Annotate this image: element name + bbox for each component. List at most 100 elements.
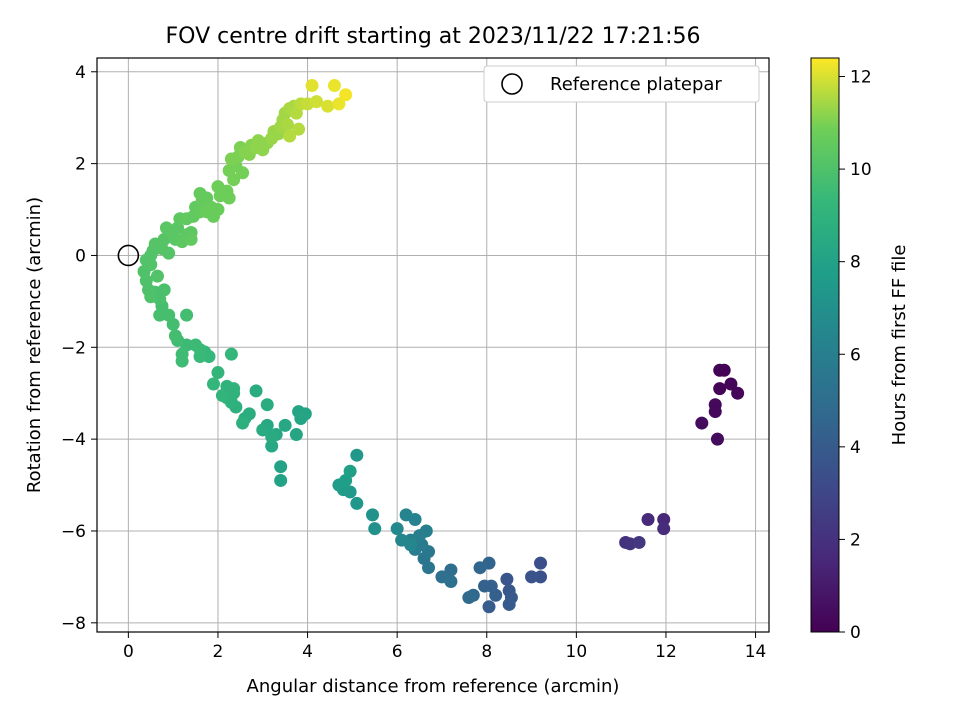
data-point (350, 496, 364, 510)
data-point (249, 384, 263, 398)
data-point (265, 439, 279, 453)
data-point (162, 308, 176, 322)
colorbar-tick-label: 12 (850, 68, 872, 88)
data-point (274, 473, 288, 487)
x-tick-label: 0 (123, 642, 134, 662)
data-point (162, 246, 176, 260)
data-point (444, 574, 458, 588)
y-tick-label: −4 (61, 430, 86, 450)
data-point (695, 416, 709, 430)
data-point (366, 508, 380, 522)
y-axis-ticks: −8 −6 −4 −2 0 2 4 (61, 63, 97, 634)
data-point (150, 269, 164, 283)
colorbar-label: Hours from first FF file (889, 245, 910, 446)
data-point (144, 258, 158, 272)
data-point (710, 432, 724, 446)
data-point (502, 597, 516, 611)
data-point (283, 129, 297, 143)
colorbar-tick-label: 8 (850, 253, 861, 273)
data-point (500, 572, 514, 586)
plot-frame (96, 57, 770, 633)
data-point (343, 464, 357, 478)
data-point (717, 363, 731, 377)
data-point (227, 382, 241, 396)
y-tick-label: −8 (61, 614, 86, 634)
reference-platepar-point (117, 244, 140, 267)
data-point (289, 428, 303, 442)
data-point (657, 522, 671, 536)
data-point (206, 377, 220, 391)
colorbar-tick-label: 10 (850, 160, 872, 180)
data-point (390, 522, 404, 536)
y-tick-label: −6 (61, 522, 86, 542)
data-point (236, 166, 250, 180)
data-point (462, 591, 476, 605)
colorbar-tick-label: 2 (850, 530, 861, 550)
colorbar-tick-label: 4 (850, 438, 861, 458)
data-point (321, 99, 335, 113)
y-tick-label: −2 (61, 338, 86, 358)
colorbar-tick-label: 0 (850, 623, 861, 643)
colorbar-tick-label: 6 (850, 345, 861, 365)
data-point (708, 405, 722, 419)
data-point (310, 95, 324, 109)
data-point (180, 308, 194, 322)
y-axis-label: Rotation from reference (arcmin) (24, 197, 45, 493)
data-point (305, 79, 319, 93)
data-point (478, 579, 492, 593)
data-points (137, 79, 745, 614)
data-point (236, 416, 250, 430)
chart-title: FOV centre drift starting at 2023/11/22 … (166, 24, 701, 49)
data-point (292, 122, 306, 136)
legend-reference-marker-icon (501, 73, 523, 95)
data-point (278, 418, 292, 432)
data-point (632, 535, 646, 549)
data-point (724, 377, 738, 391)
legend-box (483, 65, 760, 103)
data-point (294, 411, 308, 425)
reference-marker (117, 244, 140, 267)
x-axis-ticks: 0 2 4 6 8 10 12 14 (123, 632, 766, 662)
data-point (224, 347, 238, 361)
data-point (265, 430, 279, 444)
data-point (350, 448, 364, 462)
data-point (332, 97, 346, 111)
x-tick-label: 14 (745, 642, 767, 662)
data-point (641, 512, 655, 526)
data-point (395, 533, 409, 547)
data-point (444, 563, 458, 577)
data-point (339, 88, 353, 102)
x-tick-label: 2 (213, 642, 224, 662)
data-point (473, 561, 487, 575)
y-tick-label: 4 (75, 63, 86, 83)
colorbar-ticks: 0 2 4 6 8 10 12 (839, 68, 872, 643)
data-point (525, 570, 539, 584)
data-point (327, 79, 341, 93)
x-tick-label: 12 (655, 642, 677, 662)
data-point (399, 508, 413, 522)
data-point (189, 338, 203, 352)
data-point (211, 366, 225, 380)
data-point (368, 522, 382, 536)
data-point (200, 205, 214, 219)
data-point (713, 382, 727, 396)
x-tick-label: 8 (481, 642, 492, 662)
x-axis-label: Angular distance from reference (arcmin) (247, 676, 620, 697)
data-point (482, 600, 496, 614)
legend-entry-label: Reference platepar (550, 74, 722, 95)
data-point (419, 524, 433, 538)
data-point (222, 191, 236, 205)
colorbar (810, 57, 840, 633)
data-point (175, 354, 189, 368)
legend: Reference platepar (483, 65, 760, 103)
y-tick-label: 0 (75, 246, 86, 266)
data-point (657, 512, 671, 526)
data-point (184, 232, 198, 246)
x-tick-label: 6 (392, 642, 403, 662)
data-point (211, 203, 225, 217)
data-point (280, 118, 294, 132)
data-point (168, 329, 182, 343)
x-tick-label: 4 (302, 642, 313, 662)
data-point (274, 460, 288, 474)
